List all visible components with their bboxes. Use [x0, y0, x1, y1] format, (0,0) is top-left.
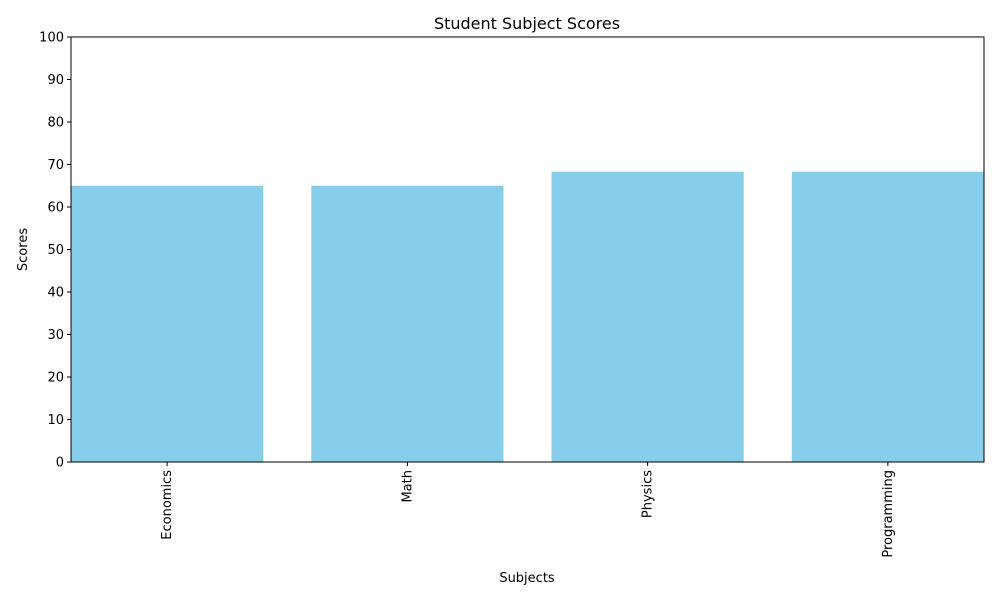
y-tick-label: 60: [47, 201, 64, 216]
x-tick-label: Math: [400, 470, 415, 503]
y-axis-label: Scores: [16, 228, 31, 271]
y-tick-label: 10: [47, 413, 64, 428]
bar-math: [311, 185, 504, 462]
x-tick-label: Physics: [641, 470, 656, 518]
bars-group: [71, 171, 984, 462]
bar-programming: [791, 171, 984, 462]
y-tick-label: 80: [47, 116, 64, 131]
y-tick-label: 20: [47, 371, 64, 386]
y-axis: 0 10 20 30 40 50 60 70 80 90 100: [39, 31, 71, 471]
x-tick-label: Economics: [160, 470, 175, 540]
bar-physics: [551, 171, 744, 462]
x-axis-label: Subjects: [499, 571, 555, 586]
chart-title: Student Subject Scores: [434, 14, 620, 33]
plot-frame: [70, 36, 985, 463]
y-tick-label: 0: [56, 456, 64, 471]
y-tick-label: 30: [47, 328, 64, 343]
y-tick-label: 50: [47, 243, 64, 258]
y-tick-label: 90: [47, 73, 64, 88]
x-axis: Economics Math Physics Programming: [160, 462, 896, 558]
x-tick-label: Programming: [881, 470, 896, 558]
y-tick-label: 40: [47, 286, 64, 301]
y-tick-label: 70: [47, 158, 64, 173]
y-tick-label: 100: [39, 31, 64, 46]
bar-economics: [71, 185, 264, 462]
